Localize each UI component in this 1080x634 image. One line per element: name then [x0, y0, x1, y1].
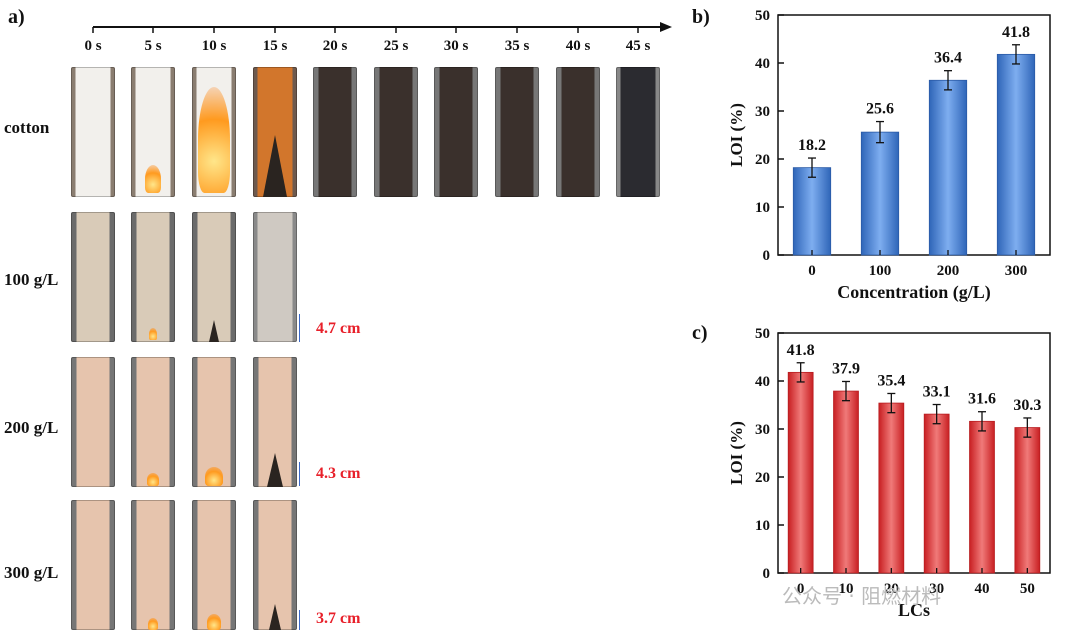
y-tick-label: 30: [755, 422, 770, 438]
row-label-200: 200 g/L: [4, 418, 59, 437]
x-tick-label: 100: [869, 263, 892, 279]
time-label-20: 20 s: [322, 38, 348, 54]
photo-100-15s: [253, 212, 297, 342]
photo-cotton-40s: [556, 67, 600, 197]
photo-cotton-30s: [434, 67, 478, 197]
photo-100-0s: [71, 212, 115, 342]
x-tick-label: 30: [929, 581, 944, 597]
x-tick-label: 50: [1020, 581, 1035, 597]
value-label: 37.9: [832, 360, 860, 377]
y-tick-label: 20: [755, 470, 770, 486]
panel-a-label: a): [8, 6, 25, 28]
chart-c: 0 10 20 30 40 50 LOI (%) 41.8 0 37.9 10 35.4 20 33.1 3…: [727, 326, 1051, 620]
time-label-25: 25 s: [383, 38, 409, 54]
photo-cotton-10s: [192, 67, 236, 197]
plot-frame: [777, 14, 1051, 256]
photo-cotton-45s: [616, 67, 660, 197]
time-label-10: 10 s: [201, 38, 227, 54]
x-tick-label: 40: [975, 581, 990, 597]
x-tick-label: 20: [884, 581, 899, 597]
bar-300: [996, 53, 1036, 256]
time-label-40: 40 s: [565, 38, 591, 54]
y-tick-label: 50: [755, 8, 770, 24]
watermark-text: 公众号 · 阻燃材料: [782, 584, 942, 608]
value-label: 33.1: [923, 384, 951, 401]
photo-cotton-20s: [313, 67, 357, 197]
measure-arrow-200: [299, 462, 300, 486]
value-label: 18.2: [798, 137, 826, 154]
photo-100-10s: [192, 212, 236, 342]
x-axis-label: LCs: [898, 600, 930, 620]
measure-200: 4.3 cm: [316, 465, 361, 482]
photo-300-10s: [192, 500, 236, 630]
y-axis-label: LOI (%): [727, 103, 746, 167]
value-label: 25.6: [866, 101, 894, 118]
row-label-300: 300 g/L: [4, 563, 59, 582]
x-axis-label: Concentration (g/L): [837, 282, 990, 303]
y-tick-label: 40: [755, 374, 770, 390]
photo-cotton-5s: [131, 67, 175, 197]
timeline-axis: [92, 22, 672, 33]
value-label: 41.8: [1002, 24, 1030, 41]
x-tick-label: 0: [797, 581, 805, 597]
value-label: 30.3: [1013, 397, 1041, 414]
photo-300-15s: [253, 500, 297, 630]
y-tick-label: 10: [755, 200, 770, 216]
x-tick-label: 0: [808, 263, 816, 279]
x-tick-label: 10: [839, 581, 854, 597]
photo-cotton-35s: [495, 67, 539, 197]
measure-arrow-100: [299, 314, 300, 342]
panel-c-label: c): [692, 322, 708, 344]
photo-cotton-15s: [253, 67, 297, 197]
time-label-5: 5 s: [144, 38, 162, 54]
time-label-30: 30 s: [443, 38, 469, 54]
panel-b-label: b): [692, 6, 710, 28]
photo-100-5s: [131, 212, 175, 342]
photo-cotton-25s: [374, 67, 418, 197]
photo-cotton-0s: [71, 67, 115, 197]
x-tick-label: 300: [1005, 263, 1028, 279]
bar-40: [969, 420, 995, 574]
value-label: 36.4: [934, 50, 962, 67]
y-tick-label: 40: [755, 56, 770, 72]
y-tick-label: 50: [755, 326, 770, 342]
bar-30: [923, 413, 950, 574]
y-tick-label: 0: [763, 566, 771, 582]
photo-300-5s: [131, 500, 175, 630]
measure-arrow-300: [299, 610, 300, 630]
plot-frame: [777, 332, 1051, 574]
bar-100: [860, 131, 900, 256]
photo-200-5s: [131, 357, 175, 487]
y-tick-label: 10: [755, 518, 770, 534]
value-label: 41.8: [787, 342, 815, 359]
value-label: 35.4: [877, 372, 905, 389]
value-label: 31.6: [968, 391, 996, 408]
bar-0: [792, 167, 832, 256]
measure-100: 4.7 cm: [316, 320, 361, 337]
bar-200: [928, 79, 968, 256]
bar-50: [1014, 427, 1041, 574]
time-label-0: 0 s: [84, 38, 102, 54]
bar-20: [878, 402, 905, 574]
measure-300: 3.7 cm: [316, 610, 361, 627]
photo-200-0s: [71, 357, 115, 487]
photo-300-0s: [71, 500, 115, 630]
time-label-45: 45 s: [625, 38, 651, 54]
photo-200-15s: [253, 357, 297, 487]
time-label-35: 35 s: [504, 38, 530, 54]
row-label-100: 100 g/L: [4, 270, 59, 289]
row-label-cotton: cotton: [4, 118, 50, 137]
y-tick-label: 0: [763, 248, 771, 264]
bar-10: [833, 390, 859, 574]
y-tick-label: 30: [755, 104, 770, 120]
chart-b: 0 10 20 30 40 50 LOI (%) 18.2 0 25.6 100 36.4 200 41.…: [727, 8, 1051, 303]
y-axis-label: LOI (%): [727, 421, 746, 485]
y-tick-label: 20: [755, 152, 770, 168]
time-label-15: 15 s: [262, 38, 288, 54]
photo-200-10s: [192, 357, 236, 487]
x-tick-label: 200: [937, 263, 960, 279]
bar-0: [787, 371, 814, 574]
